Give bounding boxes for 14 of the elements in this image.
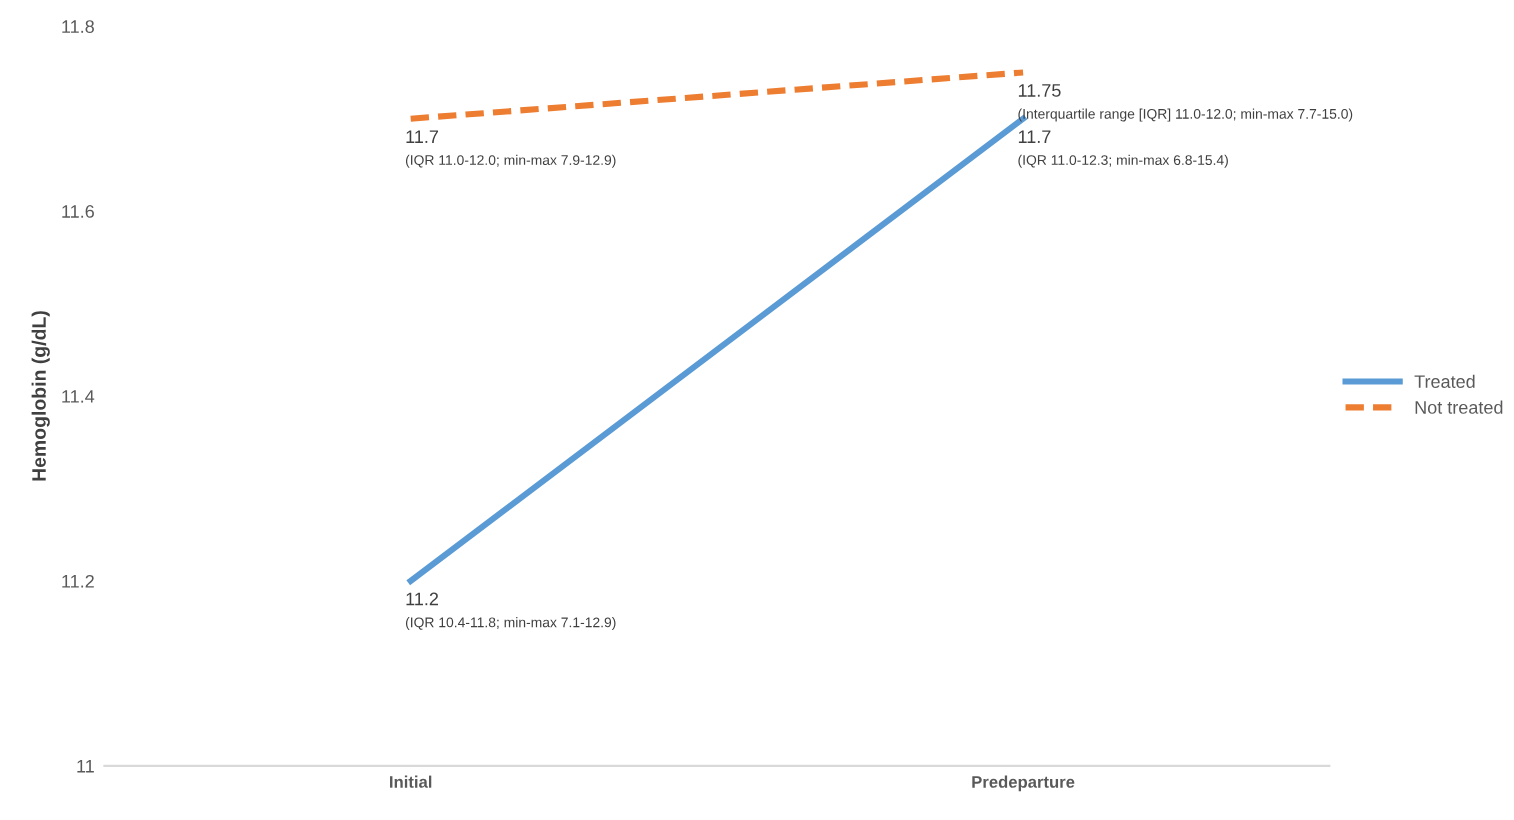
x-tick-label: Initial bbox=[390, 775, 432, 788]
data-label: 11.7 bbox=[1018, 130, 1051, 143]
x-tick-label: Predeparture bbox=[972, 775, 1075, 792]
legend-label: Treated bbox=[1414, 374, 1475, 388]
y-tick-label: 11.6 bbox=[62, 205, 94, 218]
y-axis-title: Hemoglobin (g/dL) bbox=[31, 311, 50, 481]
y-tick-label: 11.8 bbox=[62, 20, 94, 33]
data-label: 11.2 bbox=[406, 592, 439, 606]
y-tick-label: 11.2 bbox=[62, 574, 94, 588]
data-label: 11.7 bbox=[406, 130, 439, 143]
data-label: 11.75 bbox=[1018, 84, 1061, 97]
legend-label: Not treated bbox=[1415, 400, 1503, 414]
y-tick-label: 11 bbox=[77, 760, 94, 773]
y-tick-label: 11.4 bbox=[62, 390, 95, 403]
